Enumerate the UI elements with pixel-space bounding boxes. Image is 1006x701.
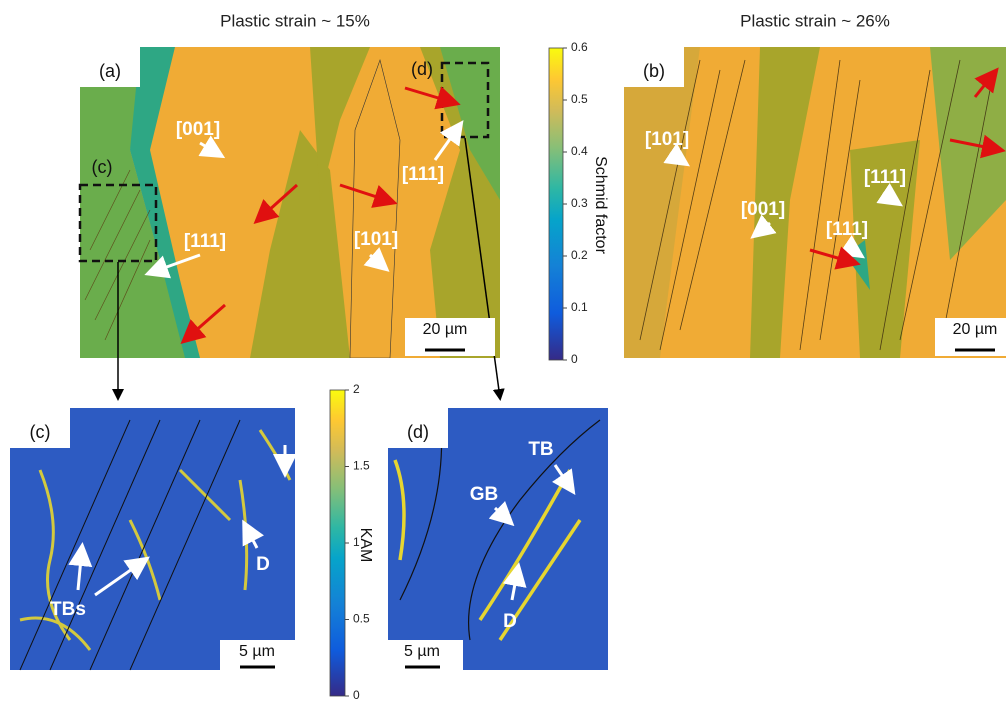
tick-label: 0.5 — [571, 92, 588, 106]
ebsd-map — [624, 47, 1006, 358]
annotation: [101] — [645, 129, 689, 150]
scale-bar-label: 20 µm — [953, 321, 998, 338]
scale-bar-label: 20 µm — [423, 321, 468, 338]
colorbar-label: Schmid factor — [592, 156, 609, 254]
scale-bar-label: 5 µm — [404, 643, 440, 660]
annotation: [001] — [176, 119, 220, 140]
figure: Plastic strain ~ 15% Plastic strain ~ 26… — [0, 0, 1006, 701]
tick-label: 0.3 — [571, 196, 588, 210]
tick-label: 0.4 — [571, 144, 588, 158]
tick-label: 0.1 — [571, 300, 588, 314]
panel-label: (c) — [30, 422, 51, 442]
annotation: [111] — [184, 231, 226, 252]
panel-label: (d) — [407, 422, 429, 442]
panel-label: (a) — [99, 61, 121, 81]
annotation: GB — [470, 484, 499, 505]
colorbar — [549, 48, 563, 360]
tick-label: 1 — [353, 535, 360, 549]
title: Plastic strain ~ 15% — [220, 11, 370, 30]
tick-label: 1.5 — [353, 459, 370, 473]
colorbar — [330, 390, 345, 696]
ebsd-map — [80, 47, 500, 358]
annotation: [111] — [402, 164, 444, 185]
annotation: [111] — [826, 219, 868, 240]
tick-label: 2 — [353, 382, 360, 396]
annotation: TB — [528, 439, 553, 460]
annotation: TBs — [50, 599, 86, 620]
scale-bar-label: 5 µm — [239, 643, 275, 660]
tick-label: 0.5 — [353, 612, 370, 626]
annotation: D — [256, 554, 270, 575]
tick-label: 0 — [571, 352, 578, 366]
annotation: [101] — [354, 229, 398, 250]
inset-label: (c) — [92, 157, 113, 177]
tick-label: 0.2 — [571, 248, 588, 262]
tick-label: 0.6 — [571, 40, 588, 54]
inset-label: (d) — [411, 59, 433, 79]
panel-label: (b) — [643, 61, 665, 81]
annotation: [111] — [864, 167, 906, 188]
annotation: D — [503, 611, 517, 632]
annotation: [001] — [741, 199, 785, 220]
title: Plastic strain ~ 26% — [740, 11, 890, 30]
tick-label: 0 — [353, 688, 360, 701]
